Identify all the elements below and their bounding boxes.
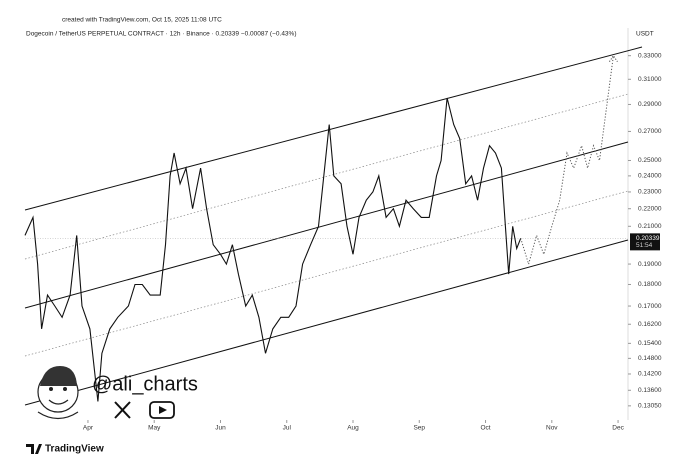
countdown: 51:54: [636, 242, 653, 249]
chart-subtitle: created with TradingView.com, Oct 15, 20…: [62, 17, 222, 24]
y-tick-label: 0.25000: [638, 157, 662, 164]
channel-quarter: [24, 190, 629, 357]
x-tick-label: Oct: [480, 425, 490, 432]
y-tick-label: 0.19000: [638, 261, 662, 268]
channel-mid: [24, 141, 629, 309]
channel: [24, 46, 643, 406]
channel-upper: [24, 46, 643, 211]
y-tick-label: 0.24000: [638, 173, 662, 180]
brand-name: TradingView: [45, 444, 104, 455]
y-tick-label: 0.31000: [638, 76, 662, 83]
y-tick-label: 0.17000: [638, 303, 662, 310]
channel-quarter: [24, 93, 629, 260]
y-tick-label: 0.18000: [638, 281, 662, 288]
y-unit: USDT: [636, 31, 654, 38]
x-icon: [114, 401, 131, 419]
y-tick-label: 0.29000: [638, 101, 662, 108]
y-tick-label: 0.14200: [638, 371, 662, 378]
last-price-label: 0.20339: [636, 235, 660, 242]
y-tick-label: 0.13050: [638, 403, 662, 410]
x-tick-label: May: [148, 425, 161, 432]
channel-lower: [24, 239, 629, 406]
plot: 0.33000 0.31000 0.29000 0.27000 0.25000 0.240…: [24, 52, 662, 432]
x-tick-label: Apr: [83, 425, 94, 432]
x-tick-label: Jul: [283, 425, 292, 432]
y-tick-label: 0.33000: [638, 52, 662, 59]
chart-title: Dogecoin / TetherUS PERPETUAL CONTRACT ·…: [26, 31, 297, 38]
x-tick-label: Dec: [612, 425, 624, 432]
youtube-icon: [149, 401, 175, 419]
y-tick-label: 0.14800: [638, 355, 662, 362]
y-tick-label: 0.23000: [638, 189, 662, 196]
x-tick-label: Nov: [546, 425, 558, 432]
y-tick-label: 0.22000: [638, 205, 662, 212]
brand-logo: TradingView: [26, 444, 104, 455]
y-tick-label: 0.15400: [638, 340, 662, 347]
y-tick-label: 0.13600: [638, 387, 662, 394]
price-line: [24, 97, 522, 402]
y-tick-label: 0.21000: [638, 223, 662, 230]
y-tick-label: 0.16200: [638, 321, 662, 328]
watermark-handle: @ali_charts: [92, 373, 198, 395]
y-tick-label: 0.27000: [638, 128, 662, 135]
avatar: [37, 366, 79, 420]
projection-line: [520, 55, 614, 266]
last-price-box: [630, 233, 660, 251]
x-tick-label: Sep: [413, 425, 425, 432]
x-tick-label: Jun: [215, 425, 226, 432]
x-tick-label: Aug: [347, 425, 359, 432]
